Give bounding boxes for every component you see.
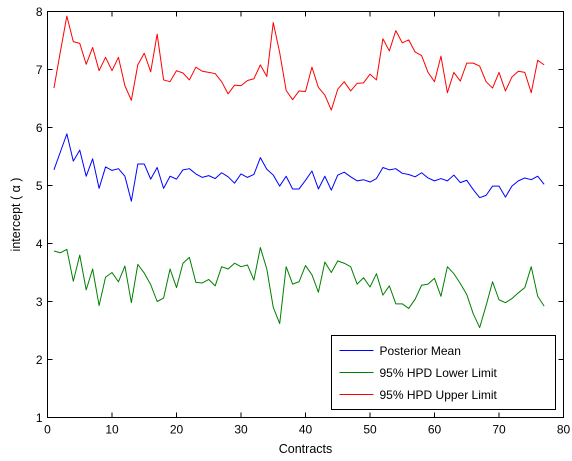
x-axis-label: Contracts (279, 442, 333, 456)
y-axis-label: intercept ( α ) (9, 178, 23, 252)
y-tick-label: 1 (36, 411, 43, 425)
x-tick-label: 0 (44, 423, 51, 437)
series-line-posterior-mean (53, 133, 545, 202)
series-line-95-hpd-lower-limit (53, 247, 545, 329)
legend-label: Posterior Mean (380, 344, 461, 358)
x-tick-label: 10 (105, 423, 119, 437)
legend: Posterior Mean 95% HPD Lower Limit 95% HPD… (331, 335, 556, 410)
axis-ticks: 0 10 20 30 40 50 60 70 80 1 2 3 4 5 6 7 8 (36, 5, 571, 437)
series-line-95-hpd-upper-limit (53, 15, 545, 111)
y-tick-label: 7 (36, 63, 43, 77)
series-lines (53, 15, 545, 329)
y-tick-label: 5 (36, 179, 43, 193)
y-tick-label: 6 (36, 121, 43, 135)
y-tick-label: 8 (36, 5, 43, 19)
y-tick-label: 2 (36, 353, 43, 367)
x-tick-label: 70 (492, 423, 506, 437)
legend-label: 95% HPD Lower Limit (380, 366, 498, 380)
x-tick-label: 30 (234, 423, 248, 437)
x-tick-label: 20 (170, 423, 184, 437)
y-tick-label: 4 (36, 237, 43, 251)
x-tick-label: 40 (299, 423, 313, 437)
x-tick-label: 80 (557, 423, 571, 437)
y-tick-label: 3 (36, 295, 43, 309)
legend-label: 95% HPD Upper Limit (380, 388, 498, 402)
x-tick-label: 60 (428, 423, 442, 437)
x-tick-label: 50 (363, 423, 377, 437)
